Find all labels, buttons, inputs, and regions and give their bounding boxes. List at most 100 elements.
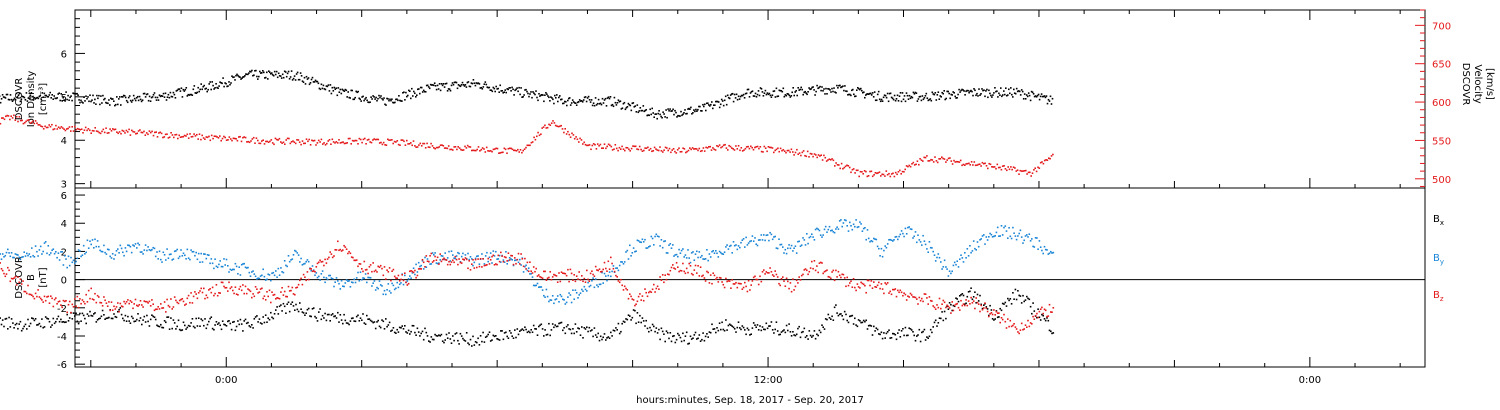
- velocity-point: [466, 144, 469, 147]
- velocity-point: [759, 146, 762, 148]
- density-point: [572, 101, 575, 103]
- density-point: [779, 89, 782, 92]
- velocity-point: [920, 159, 923, 161]
- bx-point: [613, 330, 616, 332]
- density-point: [551, 97, 553, 99]
- density-point: [968, 91, 970, 94]
- bx-point: [782, 330, 784, 332]
- velocity-point: [737, 145, 740, 147]
- density-point: [429, 83, 432, 86]
- velocity-point: [893, 175, 896, 178]
- velocity-point: [270, 139, 273, 141]
- bx-point: [672, 335, 674, 338]
- velocity-point: [880, 175, 882, 177]
- bz-point: [256, 288, 258, 290]
- density-point: [869, 92, 872, 95]
- bx-point: [400, 327, 402, 329]
- velocity-point: [389, 139, 392, 141]
- velocity-point: [546, 126, 549, 129]
- bx-point: [434, 333, 436, 336]
- by-point: [306, 259, 309, 261]
- density-point: [421, 91, 424, 93]
- density-point: [66, 98, 68, 101]
- bx-point: [615, 327, 617, 329]
- density-point: [769, 94, 772, 97]
- bz-point: [378, 266, 381, 268]
- by-point: [646, 247, 649, 249]
- by-point: [468, 258, 470, 261]
- density-point: [244, 75, 246, 77]
- bz-point: [840, 276, 842, 279]
- velocity-point: [697, 149, 699, 152]
- density-point: [900, 100, 903, 103]
- by-point: [993, 235, 995, 238]
- by-point: [610, 275, 612, 278]
- legend-bz: Bz: [1433, 290, 1444, 303]
- density-point: [162, 92, 165, 95]
- velocity-point: [284, 143, 286, 145]
- by-point: [153, 247, 156, 250]
- bx-point: [553, 326, 555, 329]
- bz-point: [264, 299, 267, 301]
- density-point: [641, 109, 644, 112]
- bz-point: [765, 271, 768, 273]
- bz-point: [529, 261, 531, 263]
- bz-point: [937, 306, 940, 309]
- bx-point: [668, 337, 670, 340]
- bz-point: [104, 299, 106, 302]
- bx-point: [43, 326, 46, 328]
- density-point: [708, 104, 710, 106]
- bx-point: [661, 330, 664, 333]
- bz-point: [894, 288, 897, 290]
- velocity-point: [840, 162, 843, 165]
- density-point: [884, 94, 887, 97]
- bx-point: [544, 329, 546, 331]
- bx-point: [224, 324, 226, 326]
- density-point: [841, 86, 843, 88]
- by-point: [350, 281, 353, 283]
- bz-point: [208, 289, 210, 291]
- velocity-point: [1037, 166, 1039, 169]
- bz-point: [706, 270, 708, 273]
- density-point: [117, 103, 119, 106]
- density-point: [596, 102, 599, 105]
- by-point: [43, 242, 46, 244]
- bz-point: [635, 303, 637, 305]
- by-point: [617, 269, 620, 272]
- bx-point: [965, 302, 967, 305]
- density-point: [391, 98, 393, 100]
- by-point: [52, 248, 55, 250]
- bx-point: [153, 316, 156, 318]
- bz-point: [302, 273, 305, 276]
- velocity-point: [587, 144, 590, 147]
- density-point: [288, 78, 291, 80]
- bx-point: [555, 325, 558, 328]
- by-point: [608, 271, 611, 273]
- bz-point: [181, 298, 184, 300]
- bx-point: [841, 315, 843, 317]
- bx-point: [636, 312, 639, 314]
- density-point: [742, 93, 745, 96]
- velocity-point: [296, 139, 298, 141]
- bz-point: [8, 269, 10, 272]
- density-point: [121, 96, 123, 98]
- bz-point: [517, 252, 520, 255]
- density-point: [300, 75, 303, 77]
- by-point: [328, 274, 330, 277]
- bz-point: [688, 262, 690, 265]
- density-point: [718, 106, 721, 109]
- velocity-point: [266, 140, 268, 143]
- density-point: [890, 96, 893, 99]
- by-point: [498, 254, 501, 257]
- by-point: [85, 251, 87, 254]
- bx-point: [376, 321, 378, 323]
- bz-point: [640, 299, 642, 301]
- bz-point: [505, 256, 507, 259]
- bz-point: [435, 259, 438, 261]
- density-point: [624, 108, 627, 111]
- density-point: [619, 100, 622, 102]
- density-point: [810, 88, 812, 90]
- density-point: [208, 83, 210, 85]
- bz-point: [431, 261, 434, 263]
- bz-point: [1000, 317, 1003, 319]
